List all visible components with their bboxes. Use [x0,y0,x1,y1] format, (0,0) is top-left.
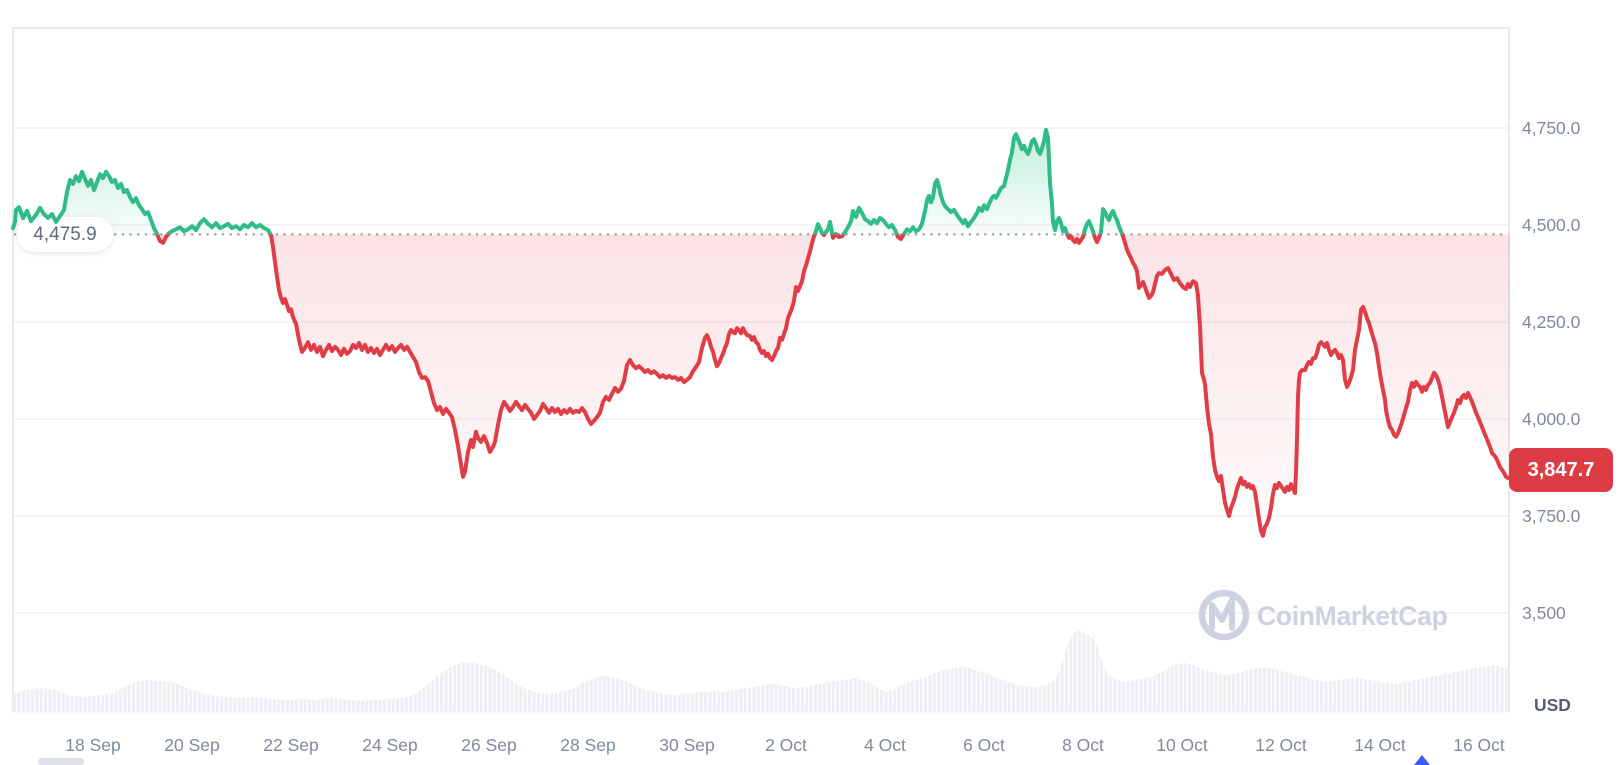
x-axis-tick-label: 2 Oct [765,735,807,755]
x-axis-tick-label: 12 Oct [1255,735,1307,755]
x-axis-tick-label: 4 Oct [864,735,906,755]
x-axis-tick-label: 18 Sep [65,735,121,755]
currency-label: USD [1534,695,1571,715]
horizontal-scrollbar-thumb[interactable] [38,758,84,765]
y-axis-tick-label: 4,000.0 [1522,409,1581,429]
x-axis-tick-label: 26 Sep [461,735,517,755]
x-axis-tick-label: 24 Sep [362,735,418,755]
x-axis-tick-label: 14 Oct [1354,735,1406,755]
y-axis-tick-label: 3,500 [1522,603,1566,623]
x-axis-tick-label: 28 Sep [560,735,616,755]
current-price-badge: 3,847.7 [1509,448,1613,492]
x-axis-tick-label: 6 Oct [963,735,1005,755]
x-axis-tick-label: 30 Sep [659,735,715,755]
coinmarketcap-logo-icon [1198,589,1250,641]
x-axis-tick-label: 8 Oct [1062,735,1104,755]
x-axis-tick-label: 22 Sep [263,735,319,755]
y-axis-tick-label: 4,500.0 [1522,215,1581,235]
x-axis-tick-label: 20 Sep [164,735,220,755]
y-axis-tick-label: 4,250.0 [1522,312,1581,332]
x-axis-tick-label: 10 Oct [1156,735,1208,755]
event-marker-icon[interactable] [1414,755,1430,765]
x-axis-tick-label: 16 Oct [1453,735,1505,755]
baseline-price-label: 4,475.9 [33,224,97,245]
y-axis-tick-label: 4,750.0 [1522,118,1581,138]
coinmarketcap-watermark-label: CoinMarketCap [1257,601,1448,631]
y-axis-tick-label: 3,750.0 [1522,506,1581,526]
